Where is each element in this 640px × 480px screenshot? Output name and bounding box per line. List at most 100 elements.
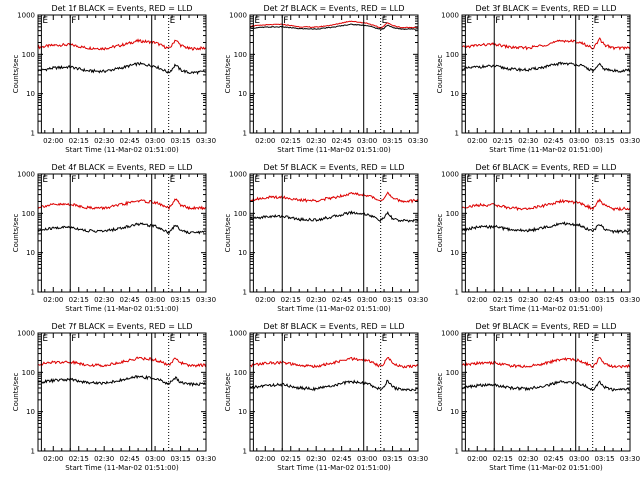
x-tick-label: 02:00 <box>467 296 487 304</box>
y-axis-label: Counts/sec <box>436 55 444 94</box>
events-series-line <box>462 221 630 235</box>
marker-label: E <box>254 334 260 344</box>
x-tick-label: 03:00 <box>145 455 165 463</box>
x-tick-label: 02:15 <box>493 296 513 304</box>
y-tick-label: 1 <box>31 289 35 297</box>
events-series-line <box>38 374 206 387</box>
y-tick-label: 100 <box>234 210 247 218</box>
marker-label: E <box>594 334 600 344</box>
x-tick-label: 02:15 <box>69 455 89 463</box>
marker-label: F <box>71 334 76 344</box>
x-tick-label: 02:00 <box>43 455 63 463</box>
y-tick-label: 1 <box>31 448 35 456</box>
lld-series-line <box>462 356 630 369</box>
x-tick-label: 02:00 <box>255 137 275 145</box>
x-axis-label: Start Time (11-Mar-02 01:51:00) <box>489 305 603 313</box>
x-tick-label: 02:15 <box>493 137 513 145</box>
marker-label: F <box>71 175 76 185</box>
x-axis-label: Start Time (11-Mar-02 01:51:00) <box>277 305 391 313</box>
x-tick-label: 02:15 <box>493 455 513 463</box>
x-tick-label: 02:00 <box>467 455 487 463</box>
y-tick-label: 1 <box>455 448 459 456</box>
x-tick-label: 03:00 <box>357 296 377 304</box>
y-tick-label: 1000 <box>229 171 247 179</box>
chart-title: Det 8f BLACK = Events, RED = LLD <box>263 322 404 331</box>
plot-frame <box>249 14 419 134</box>
marker-label: F <box>495 334 500 344</box>
chart-title: Det 6f BLACK = Events, RED = LLD <box>475 163 616 172</box>
x-tick-label: 03:30 <box>620 137 640 145</box>
plot-frame <box>37 14 207 134</box>
x-tick-label: 03:30 <box>196 296 216 304</box>
y-tick-label: 1 <box>455 130 459 138</box>
x-tick-label: 02:45 <box>544 137 564 145</box>
marker-label: E <box>594 16 600 26</box>
plot-frame <box>461 332 631 452</box>
x-tick-label: 02:30 <box>306 455 326 463</box>
chart-title: Det 7f BLACK = Events, RED = LLD <box>51 322 192 331</box>
x-axis-label: Start Time (11-Mar-02 01:51:00) <box>65 464 179 472</box>
marker-label: F <box>283 334 288 344</box>
x-tick-label: 03:30 <box>620 296 640 304</box>
x-axis-label: Start Time (11-Mar-02 01:51:00) <box>489 464 603 472</box>
events-series-line <box>250 379 418 392</box>
y-tick-label: 1000 <box>17 330 35 338</box>
y-tick-label: 100 <box>446 51 459 59</box>
y-tick-label: 1000 <box>441 171 459 179</box>
marker-label: E <box>382 16 388 26</box>
y-tick-label: 1 <box>243 448 247 456</box>
marker-label: E <box>382 175 388 185</box>
events-series-line <box>38 222 206 235</box>
plot-frame <box>37 332 207 452</box>
x-tick-label: 02:15 <box>69 137 89 145</box>
y-tick-label: 10 <box>26 408 35 416</box>
x-tick-label: 02:00 <box>467 137 487 145</box>
x-tick-label: 03:30 <box>620 455 640 463</box>
x-tick-label: 03:15 <box>170 296 190 304</box>
y-axis-label: Counts/sec <box>224 214 232 253</box>
chart-title: Det 9f BLACK = Events, RED = LLD <box>475 322 616 331</box>
x-tick-label: 03:00 <box>357 137 377 145</box>
lld-series-line <box>462 37 630 51</box>
plot-frame <box>461 173 631 293</box>
x-tick-label: 03:00 <box>357 455 377 463</box>
chart-title: Det 4f BLACK = Events, RED = LLD <box>51 163 192 172</box>
y-tick-label: 10 <box>238 249 247 257</box>
lld-series-line <box>250 191 418 204</box>
y-tick-label: 10 <box>26 90 35 98</box>
events-series-line <box>38 61 206 75</box>
marker-label: F <box>283 175 288 185</box>
y-axis-label: Counts/sec <box>436 214 444 253</box>
marker-label: E <box>254 175 260 185</box>
x-tick-label: 02:30 <box>94 137 114 145</box>
x-tick-label: 02:30 <box>306 137 326 145</box>
y-tick-label: 100 <box>234 369 247 377</box>
x-tick-label: 02:15 <box>281 296 301 304</box>
lld-series-line <box>462 198 630 212</box>
x-tick-label: 03:30 <box>196 137 216 145</box>
x-tick-label: 03:15 <box>382 137 402 145</box>
marker-label: E <box>170 16 176 26</box>
marker-label: F <box>71 16 76 26</box>
y-tick-label: 10 <box>238 408 247 416</box>
marker-label: E <box>170 334 176 344</box>
lld-series-line <box>38 356 206 368</box>
y-axis-label: Counts/sec <box>436 373 444 412</box>
y-tick-label: 100 <box>22 369 35 377</box>
x-tick-label: 02:30 <box>306 296 326 304</box>
marker-label: E <box>382 334 388 344</box>
y-tick-label: 10 <box>450 408 459 416</box>
events-series-line <box>250 23 418 30</box>
plot-frame <box>249 173 419 293</box>
x-tick-label: 02:45 <box>544 455 564 463</box>
x-tick-label: 03:15 <box>170 455 190 463</box>
x-tick-label: 02:30 <box>94 455 114 463</box>
x-tick-label: 02:00 <box>43 137 63 145</box>
marker-label: E <box>466 16 472 26</box>
